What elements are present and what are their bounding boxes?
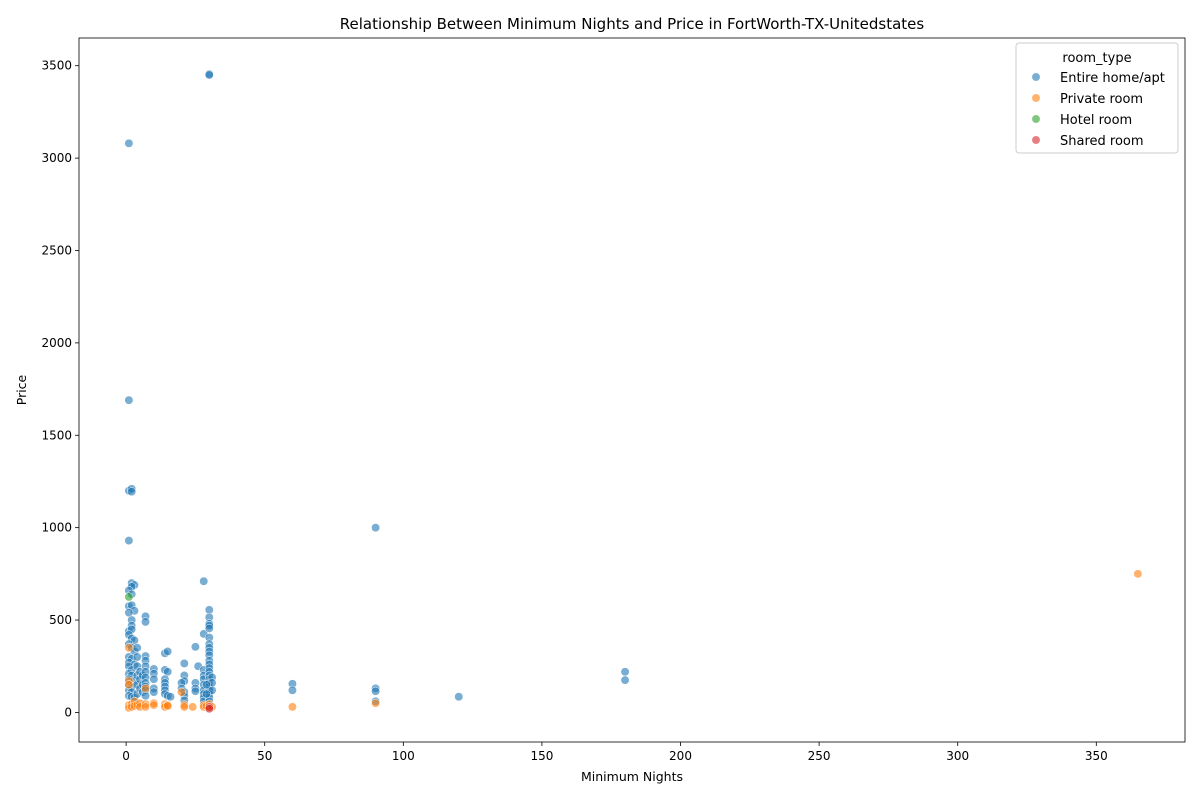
data-point — [141, 617, 150, 627]
y-tick-label: 2500 — [41, 243, 72, 257]
y-tick-label: 1500 — [41, 428, 72, 442]
data-point — [124, 536, 134, 546]
data-point — [124, 592, 134, 602]
data-point — [149, 687, 159, 697]
data-point — [454, 692, 464, 702]
legend-marker — [1031, 93, 1041, 103]
data-point — [204, 605, 214, 615]
data-point — [199, 576, 209, 586]
data-point — [124, 395, 134, 405]
data-point — [132, 652, 142, 662]
legend-entry: Shared room — [1031, 134, 1144, 149]
legend-entry: Hotel room — [1031, 113, 1132, 128]
data-point — [177, 687, 187, 697]
data-point — [149, 674, 159, 684]
series-entire-home-apt — [124, 69, 630, 710]
x-tick-label: 50 — [257, 749, 272, 763]
x-tick-label: 350 — [1085, 749, 1108, 763]
data-point — [620, 667, 630, 677]
x-tick-label: 0 — [122, 749, 130, 763]
legend-label: Entire home/apt — [1060, 71, 1165, 86]
data-point — [190, 642, 200, 652]
y-tick-label: 1000 — [41, 521, 72, 535]
data-point — [287, 702, 297, 712]
data-point — [132, 643, 142, 653]
data-point — [124, 608, 134, 618]
points-layer — [124, 69, 1143, 714]
data-point — [620, 675, 630, 685]
x-tick-label: 100 — [392, 749, 415, 763]
data-point — [204, 70, 214, 80]
series-private-room — [124, 569, 1143, 713]
series-shared-room — [204, 702, 214, 714]
data-point — [202, 680, 211, 690]
data-point — [371, 686, 381, 696]
y-tick-label: 2000 — [41, 336, 72, 350]
legend-entry: Private room — [1031, 92, 1143, 107]
data-point — [141, 702, 150, 712]
legend-box — [1015, 42, 1179, 154]
data-point — [163, 647, 173, 656]
data-point — [190, 686, 200, 696]
data-point — [124, 138, 134, 148]
data-point — [204, 623, 214, 633]
x-axis-label: Minimum Nights — [581, 769, 683, 784]
data-point — [141, 683, 150, 693]
legend-label: Hotel room — [1060, 113, 1132, 128]
legend-title: room_type — [1062, 51, 1131, 66]
data-point — [287, 685, 297, 695]
legend-entry: Entire home/apt — [1031, 71, 1165, 86]
y-tick-label: 3500 — [41, 59, 72, 73]
data-point — [163, 701, 173, 711]
x-tick-label: 200 — [669, 749, 692, 763]
data-point — [163, 667, 173, 677]
x-axis: 0 50 100 150 200 250 300 350 — [122, 742, 1108, 763]
data-point — [166, 692, 175, 702]
data-point — [188, 702, 198, 712]
plot-frame — [78, 37, 1186, 743]
data-point — [124, 643, 134, 653]
data-point — [141, 691, 150, 701]
data-point — [204, 704, 214, 714]
legend: room_type Entire home/apt Private room H… — [1015, 42, 1179, 154]
x-tick-label: 150 — [530, 749, 553, 763]
plot-area — [78, 37, 1186, 743]
data-point — [149, 700, 159, 710]
chart-title: Relationship Between Minimum Nights and … — [340, 15, 925, 33]
legend-marker — [1031, 135, 1041, 145]
y-tick-label: 0 — [64, 705, 72, 719]
x-tick-label: 300 — [946, 749, 969, 763]
series-hotel-room — [124, 592, 134, 602]
data-point — [127, 487, 137, 497]
data-point — [124, 680, 134, 690]
data-point — [179, 702, 189, 712]
y-tick-label: 500 — [49, 613, 72, 627]
data-point — [371, 523, 381, 533]
legend-marker — [1031, 114, 1041, 124]
data-point — [179, 659, 189, 668]
data-point — [202, 689, 211, 699]
legend-label: Shared room — [1060, 134, 1144, 149]
y-axis: 0 500 1000 1500 2000 2500 3000 3500 — [41, 59, 79, 719]
legend-marker — [1031, 72, 1041, 82]
x-tick-label: 250 — [808, 749, 831, 763]
y-axis-label: Price — [14, 374, 29, 405]
y-tick-label: 3000 — [41, 151, 72, 165]
data-point — [1133, 569, 1143, 579]
legend-label: Private room — [1060, 92, 1143, 107]
data-point — [371, 698, 381, 708]
